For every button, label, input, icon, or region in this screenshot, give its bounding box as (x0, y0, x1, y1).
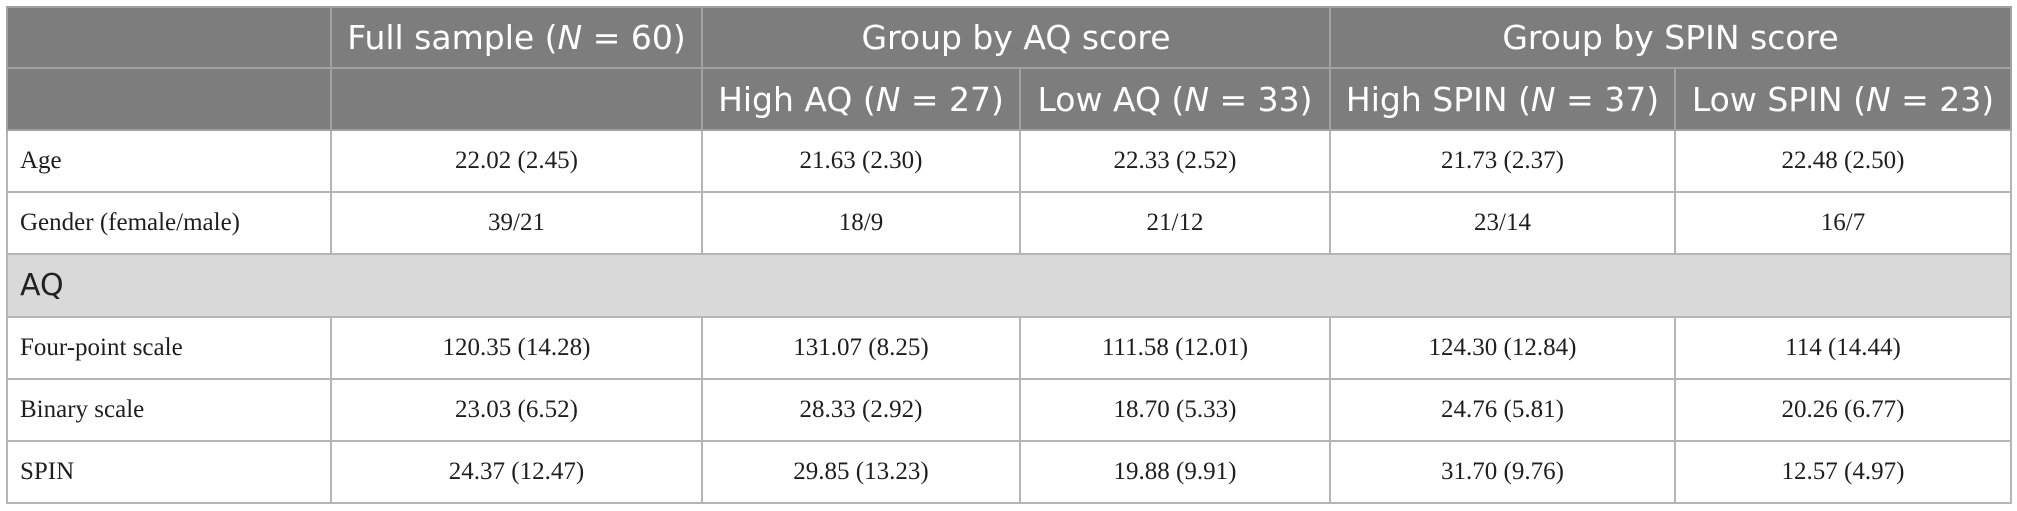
header-low-spin: Low SPIN (N = 23) (1673, 67, 2013, 131)
table-cell: 21/12 (1019, 191, 1331, 255)
table-cell: 19.88 (9.91) (1019, 440, 1331, 504)
row-label: SPIN (6, 440, 332, 504)
header-row-subgroups: High AQ (N = 27) Low AQ (N = 33) High SP… (6, 67, 2013, 131)
table-row-four-point: Four-point scale 120.35 (14.28) 131.07 (… (6, 316, 2013, 380)
table-cell: 21.73 (2.37) (1329, 129, 1676, 193)
row-label: Binary scale (6, 378, 332, 442)
table-cell: 18.70 (5.33) (1019, 378, 1331, 442)
table-cell: 114 (14.44) (1673, 316, 2013, 380)
table-cell: 22.02 (2.45) (330, 129, 703, 193)
table-row-gender: Gender (female/male) 39/21 18/9 21/12 23… (6, 191, 2013, 255)
demographics-table: Full sample (N = 60) Group by AQ score G… (5, 6, 2013, 504)
table-cell: 31.70 (9.76) (1329, 440, 1676, 504)
header-empty-cell (6, 67, 332, 131)
table-cell: 16/7 (1673, 191, 2013, 255)
table-cell: 20.26 (6.77) (1673, 378, 2013, 442)
table-cell: 22.48 (2.50) (1673, 129, 2013, 193)
table-cell: 23.03 (6.52) (330, 378, 703, 442)
header-row-groups: Full sample (N = 60) Group by AQ score G… (6, 6, 2013, 69)
section-label: AQ (5, 253, 2013, 318)
row-label: Age (6, 129, 332, 193)
table-cell: 24.37 (12.47) (330, 440, 703, 504)
header-group-spin: Group by SPIN score (1328, 6, 2013, 69)
header-full-sample: Full sample (N = 60) (330, 6, 703, 69)
table-cell: 39/21 (330, 191, 703, 255)
row-label: Four-point scale (6, 316, 332, 380)
table-row-binary: Binary scale 23.03 (6.52) 28.33 (2.92) 1… (6, 378, 2013, 442)
table-cell: 120.35 (14.28) (330, 316, 703, 380)
header-low-aq: Low AQ (N = 33) (1019, 67, 1331, 131)
table-row-age: Age 22.02 (2.45) 21.63 (2.30) 22.33 (2.5… (6, 129, 2013, 193)
section-row-aq: AQ (5, 253, 2013, 318)
table-cell: 111.58 (12.01) (1019, 316, 1331, 380)
table-cell: 22.33 (2.52) (1019, 129, 1331, 193)
table-cell: 131.07 (8.25) (701, 316, 1021, 380)
header-corner-cell (6, 6, 332, 69)
table-cell: 24.76 (5.81) (1329, 378, 1676, 442)
table-cell: 18/9 (701, 191, 1021, 255)
table-cell: 12.57 (4.97) (1673, 440, 2013, 504)
table-cell: 23/14 (1329, 191, 1676, 255)
table-cell: 124.30 (12.84) (1329, 316, 1676, 380)
header-empty-cell (330, 67, 703, 131)
table-cell: 29.85 (13.23) (701, 440, 1021, 504)
table-row-spin: SPIN 24.37 (12.47) 29.85 (13.23) 19.88 (… (6, 440, 2013, 504)
table-cell: 21.63 (2.30) (701, 129, 1021, 193)
header-high-aq: High AQ (N = 27) (701, 67, 1021, 131)
header-group-aq: Group by AQ score (701, 6, 1331, 69)
table-cell: 28.33 (2.92) (701, 378, 1021, 442)
header-high-spin: High SPIN (N = 37) (1329, 67, 1676, 131)
row-label: Gender (female/male) (6, 191, 332, 255)
